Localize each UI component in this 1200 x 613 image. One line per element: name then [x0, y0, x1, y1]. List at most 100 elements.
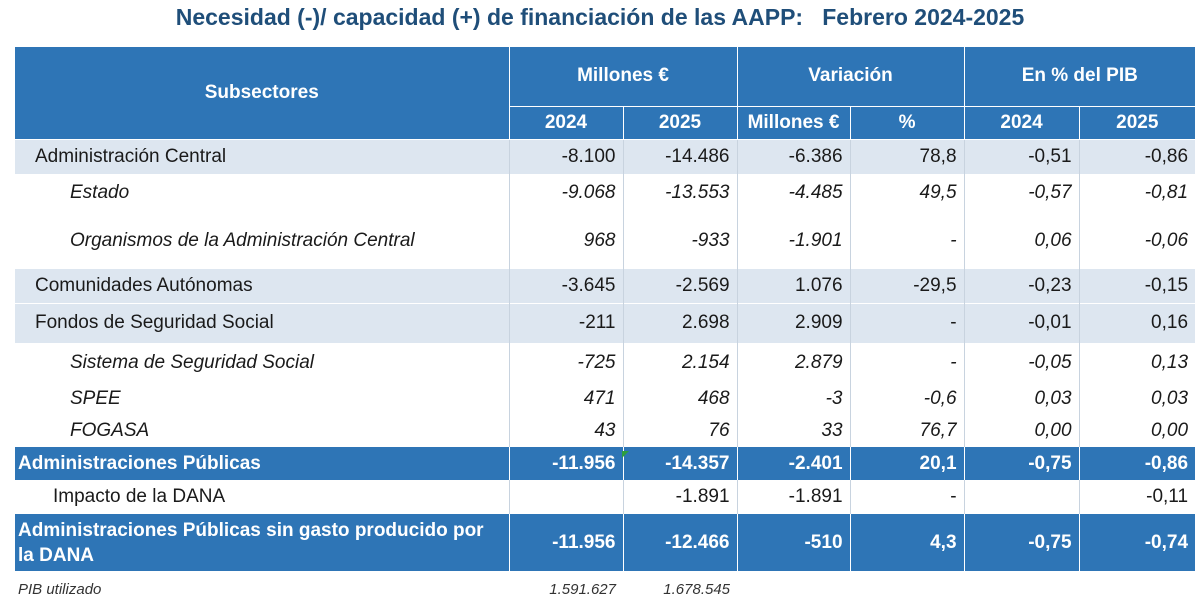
cell: -725: [508, 343, 623, 383]
cell: -29,5: [849, 269, 965, 303]
cell: -2.401: [737, 447, 851, 480]
cell: -933: [622, 212, 738, 269]
cell: 2.698: [622, 302, 738, 343]
cell: 0,03: [963, 383, 1080, 415]
header-2024-millones: 2024: [509, 106, 624, 140]
cell: 0,16: [1078, 302, 1196, 343]
table-row: Organismos de la Administración Central …: [15, 212, 1196, 269]
header-pib: En % del PIB: [964, 47, 1196, 107]
cell: 0,13: [1078, 343, 1196, 383]
row-label: Sistema de Seguridad Social: [70, 352, 314, 373]
page-title: Necesidad (-)/ capacidad (+) de financia…: [175, 4, 1025, 30]
cell: -14.486: [622, 139, 738, 174]
cell: -211: [508, 302, 623, 343]
cell: -0,01: [963, 302, 1080, 343]
cell: -0,86: [1079, 447, 1196, 480]
cell: -0,86: [1078, 139, 1196, 174]
row-label: Estado: [70, 182, 130, 203]
table-row: Sistema de Seguridad Social -725 2.154 2…: [15, 343, 1196, 383]
cell: -: [849, 302, 965, 343]
cell: 2.879: [736, 343, 851, 383]
cell: 78,8: [849, 139, 965, 174]
cell: 20,1: [850, 447, 965, 480]
financing-table: Subsectores Millones € Variación En % de…: [15, 47, 1196, 607]
header-2024-pib: 2024: [964, 106, 1080, 140]
cell: 968: [508, 212, 623, 269]
cell: [963, 480, 1080, 514]
cell: 471: [508, 383, 623, 415]
row-label: Fondos de Seguridad Social: [15, 302, 509, 343]
cell: -12.466: [623, 514, 738, 571]
cell: -0,75: [964, 447, 1080, 480]
cell: -6.386: [736, 139, 851, 174]
cell: -: [849, 212, 965, 269]
cell: -0,23: [963, 269, 1080, 303]
cell: -0,05: [963, 343, 1080, 383]
cell: 2.909: [736, 302, 851, 343]
table-row: Fondos de Seguridad Social -211 2.698 2.…: [15, 302, 1196, 343]
cell: -8.100: [508, 139, 623, 174]
cell: 33: [736, 415, 851, 447]
cell: -14.357: [623, 447, 738, 480]
row-label: Administraciones Públicas sin gasto prod…: [15, 514, 510, 571]
cell: [508, 480, 623, 514]
row-label: Comunidades Autónomas: [15, 269, 509, 303]
table-row: Impacto de la DANA -1.891 -1.891 - -0,11: [15, 480, 1196, 514]
header-millones: Millones €: [509, 47, 738, 107]
cell: -0,51: [963, 139, 1080, 174]
header-var-millones: Millones €: [737, 106, 851, 140]
cell: -0,6: [849, 383, 965, 415]
cell: -0,81: [1078, 174, 1196, 212]
cell: 0,06: [963, 212, 1080, 269]
cell: 468: [622, 383, 738, 415]
cell: -1.901: [736, 212, 851, 269]
cell: 76,7: [849, 415, 965, 447]
footer-row: PIB utilizado 1.591.627 1.678.545: [15, 571, 1195, 607]
table-row: Comunidades Autónomas -3.645 -2.569 1.07…: [15, 269, 1196, 303]
row-label: Impacto de la DANA: [53, 486, 226, 507]
row-label: Administraciones Públicas: [15, 447, 510, 480]
cell: -11.956: [509, 447, 624, 480]
header-subsectores: Subsectores: [15, 47, 510, 140]
cell: 4,3: [850, 514, 965, 571]
cell-comment-marker: [622, 451, 629, 458]
table-row-total: Administraciones Públicas -11.956 -14.35…: [15, 447, 1196, 480]
cell: -13.553: [622, 174, 738, 212]
cell: -0,06: [1078, 212, 1196, 269]
cell: 49,5: [849, 174, 965, 212]
footer-pib-2025: 1.678.545: [663, 580, 731, 598]
cell: 0,03: [1078, 383, 1196, 415]
cell: -0,15: [1078, 269, 1196, 303]
cell: -11.956: [509, 514, 624, 571]
cell: -4.485: [736, 174, 851, 212]
table-row: Estado -9.068 -13.553 -4.485 49,5 -0,57 …: [15, 174, 1196, 212]
cell: -0,11: [1078, 480, 1196, 514]
cell: 43: [508, 415, 623, 447]
cell: 0,00: [963, 415, 1080, 447]
cell: -0,74: [1079, 514, 1196, 571]
row-label: FOGASA: [70, 420, 150, 441]
cell: 2.154: [622, 343, 738, 383]
table-row: Administración Central -8.100 -14.486 -6…: [15, 139, 1196, 174]
cell: -0,75: [964, 514, 1080, 571]
cell: 0,00: [1078, 415, 1196, 447]
header-2025-millones: 2025: [623, 106, 738, 140]
cell: -3.645: [508, 269, 623, 303]
cell: -: [849, 480, 965, 514]
cell: 1.076: [736, 269, 851, 303]
header-2025-pib: 2025: [1079, 106, 1196, 140]
row-label: Organismos de la Administración Central: [70, 229, 415, 251]
cell: -: [849, 343, 965, 383]
cell: -1.891: [736, 480, 851, 514]
header-variacion: Variación: [737, 47, 965, 107]
footer-pib-2024: 1.591.627: [549, 580, 616, 598]
cell: -2.569: [622, 269, 738, 303]
row-label: Administración Central: [15, 139, 509, 174]
table-row: SPEE 471 468 -3 -0,6 0,03 0,03: [15, 383, 1196, 415]
cell: -510: [737, 514, 851, 571]
cell: -0,57: [963, 174, 1080, 212]
cell: -1.891: [622, 480, 738, 514]
row-label: SPEE: [70, 388, 121, 409]
footer-label: PIB utilizado: [18, 580, 102, 598]
cell: -3: [736, 383, 851, 415]
